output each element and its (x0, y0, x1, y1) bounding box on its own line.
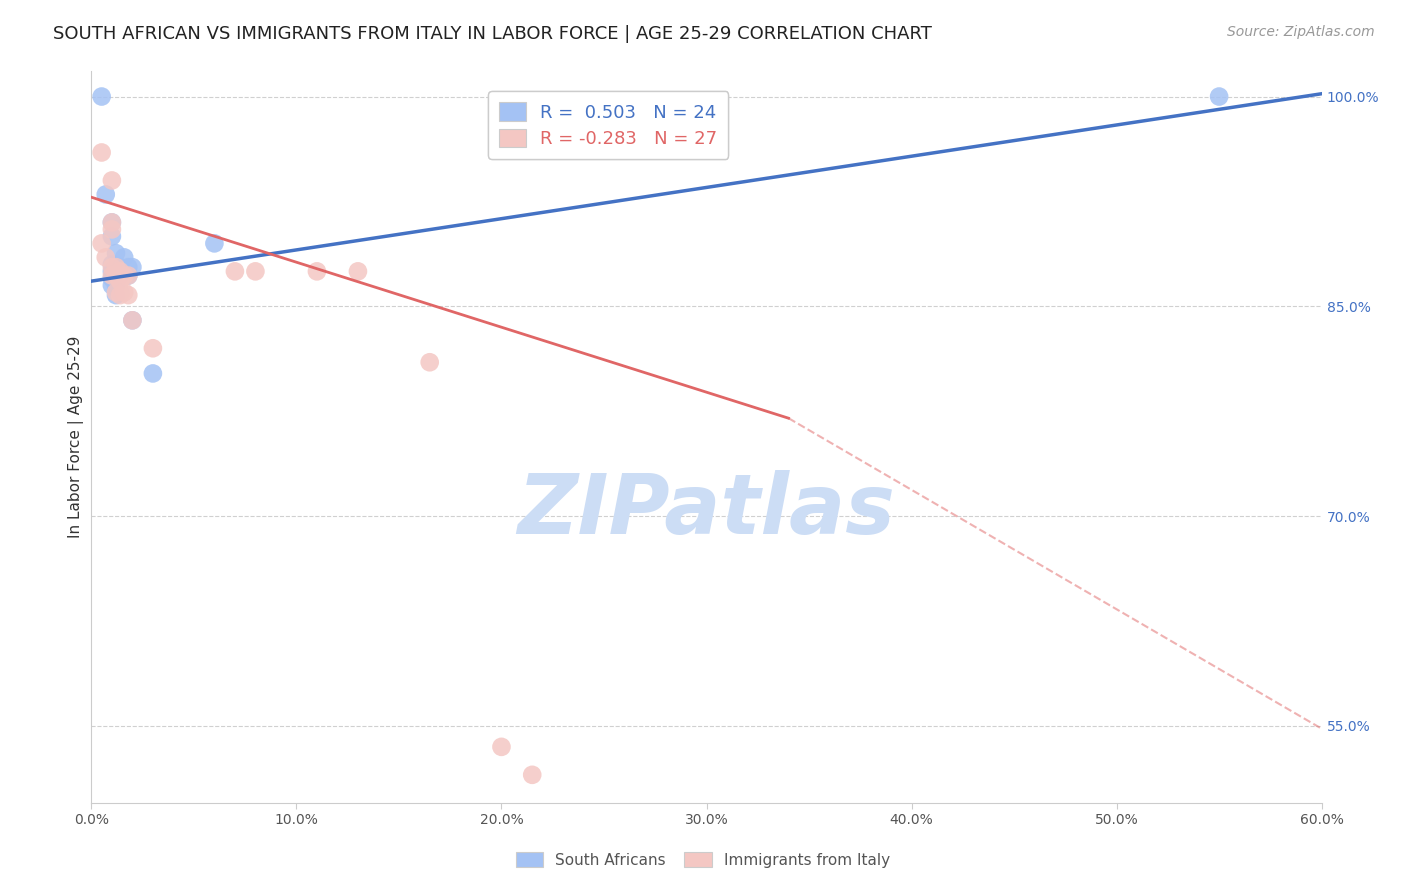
Point (105, 288, 127, 302)
Point (491, 739, 513, 754)
Y-axis label: In Labor Force | Age 25-29: In Labor Force | Age 25-29 (69, 336, 84, 538)
Point (347, 264, 370, 278)
Point (142, 341, 165, 355)
Point (108, 268, 131, 283)
Text: Source: ZipAtlas.com: Source: ZipAtlas.com (1227, 25, 1375, 39)
Point (90, 145, 112, 160)
Point (105, 278, 127, 293)
Point (108, 288, 131, 302)
Point (94, 187, 117, 202)
Point (101, 268, 124, 283)
Point (121, 313, 143, 327)
Point (101, 257, 124, 271)
Point (101, 260, 124, 275)
Point (108, 264, 131, 278)
Point (117, 288, 139, 302)
Point (101, 271, 124, 285)
Legend: South Africans, Immigrants from Italy: South Africans, Immigrants from Italy (508, 844, 898, 875)
Point (305, 264, 328, 278)
Point (108, 285, 131, 300)
Point (112, 268, 135, 283)
Point (105, 246, 127, 260)
Point (101, 229, 124, 244)
Point (224, 264, 246, 278)
Point (522, 768, 544, 782)
Point (94, 251, 117, 265)
Point (101, 278, 124, 293)
Point (245, 264, 267, 278)
Point (117, 268, 139, 283)
Text: SOUTH AFRICAN VS IMMIGRANTS FROM ITALY IN LABOR FORCE | AGE 25-29 CORRELATION CH: SOUTH AFRICAN VS IMMIGRANTS FROM ITALY I… (53, 25, 932, 43)
Point (121, 313, 143, 327)
Point (142, 367, 165, 381)
Point (101, 215, 124, 229)
Point (121, 260, 143, 275)
Point (112, 285, 135, 300)
Point (105, 260, 127, 275)
Point (101, 222, 124, 236)
Point (202, 236, 225, 251)
Point (112, 251, 135, 265)
Point (101, 264, 124, 278)
Point (105, 260, 127, 275)
Point (108, 274, 131, 288)
Point (105, 268, 127, 283)
Point (419, 355, 441, 369)
Point (90, 236, 112, 251)
Point (101, 215, 124, 229)
Point (101, 173, 124, 187)
Text: ZIPatlas: ZIPatlas (517, 470, 896, 550)
Point (117, 268, 139, 283)
Point (108, 260, 131, 275)
Point (1208, 89, 1230, 103)
Point (105, 268, 127, 283)
Legend: R =  0.503   N = 24, R = -0.283   N = 27: R = 0.503 N = 24, R = -0.283 N = 27 (488, 91, 728, 159)
Point (117, 260, 139, 275)
Point (105, 285, 127, 300)
Point (90, 89, 112, 103)
